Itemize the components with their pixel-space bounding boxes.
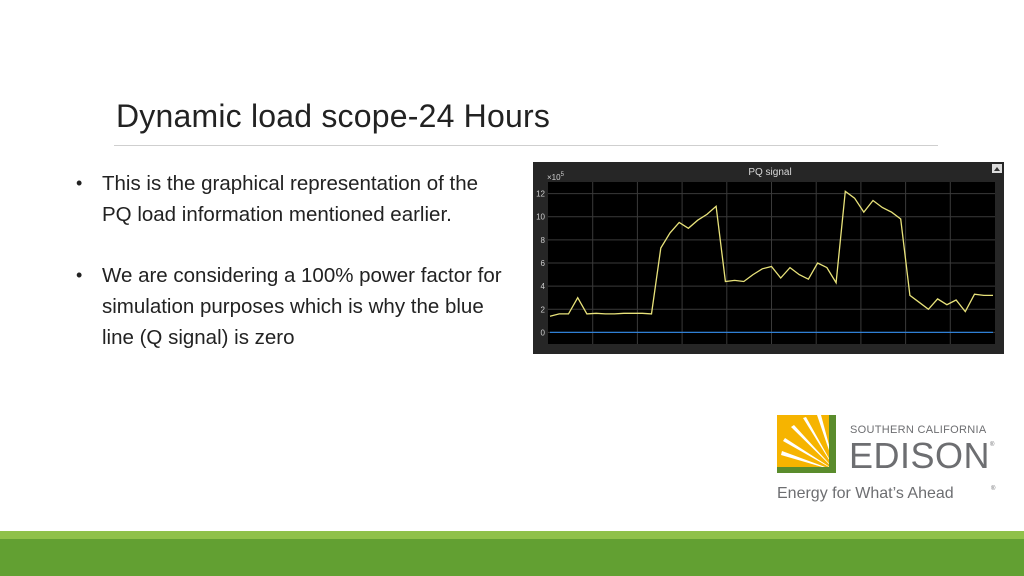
bullet-text: We are considering a 100% power factor f… (102, 264, 502, 349)
footer-bar-dark (0, 539, 1024, 576)
sce-logo: SOUTHERN CALIFORNIA EDISON ® Energy for … (777, 415, 996, 502)
pq-scope-chart: 0 2 4 6 8 10 12 PQ signal ×105 (533, 162, 1004, 354)
y-tick-label: 10 (536, 213, 545, 222)
slide-title: Dynamic load scope-24 Hours (116, 98, 551, 134)
y-tick-label: 4 (541, 282, 546, 291)
series-line-p (549, 190, 993, 317)
bullet-icon: • (76, 265, 83, 285)
logo-reg: ® (990, 441, 995, 448)
scale-label: ×105 (547, 172, 565, 182)
bullet-item: • This is the graphical representation o… (74, 168, 504, 230)
title-divider (114, 145, 938, 146)
y-tick-label: 2 (541, 305, 546, 314)
logo-tagline-mark: ® (991, 485, 996, 492)
chart-svg: 0 2 4 6 8 10 12 PQ signal ×105 (536, 164, 1002, 344)
y-tick-label: 8 (541, 236, 546, 245)
bullet-item: • We are considering a 100% power factor… (74, 260, 504, 353)
footer-bar-light (0, 531, 1024, 539)
y-tick-label: 0 (541, 328, 546, 337)
logo-line2: EDISON (849, 435, 990, 476)
bullet-list: • This is the graphical representation o… (74, 168, 504, 383)
logo-tagline: Energy for What’s Ahead (777, 485, 954, 502)
sce-sunburst-icon (777, 415, 836, 473)
logo-line1: SOUTHERN CALIFORNIA (850, 424, 987, 436)
undock-icon[interactable] (992, 164, 1002, 173)
chart-title: PQ signal (748, 167, 791, 178)
y-tick-label: 6 (541, 259, 546, 268)
bullet-icon: • (76, 173, 83, 193)
y-tick-label: 12 (536, 190, 545, 199)
bullet-text: This is the graphical representation of … (102, 172, 479, 226)
